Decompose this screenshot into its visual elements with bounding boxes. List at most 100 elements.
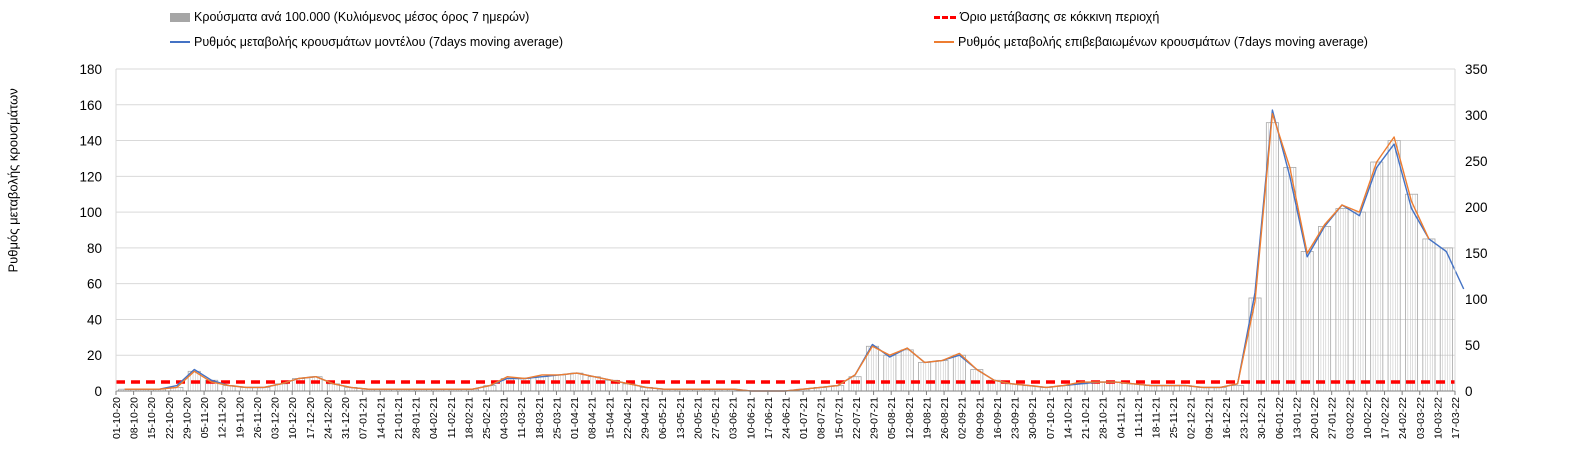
y-tick-label-6: 120	[79, 169, 102, 184]
legend-threshold: Όριο μετάβασης σε κόκκινη περιοχή	[934, 10, 1159, 24]
x-tick-label-44: 05-08-21	[886, 397, 898, 439]
x-tick-label-41: 15-07-21	[833, 397, 845, 439]
x-tick-label-15: 14-01-21	[375, 397, 387, 439]
y-tick-label-7: 140	[79, 134, 102, 149]
x-tick-label-30: 29-04-21	[640, 397, 652, 439]
bar-48	[952, 354, 966, 392]
x-tick-label-54: 14-10-21	[1062, 397, 1074, 439]
x-tick-label-52: 30-09-21	[1027, 397, 1039, 439]
bar-74	[1405, 193, 1419, 392]
x-tick-label-11: 17-12-20	[305, 397, 317, 439]
y-tick-label-9: 180	[79, 62, 102, 77]
axes	[115, 69, 1456, 392]
x-tick-label-20: 18-02-21	[463, 397, 475, 439]
bar-71	[1352, 211, 1366, 392]
x-tick-label-70: 03-02-22	[1344, 397, 1356, 439]
x-tick-label-53: 07-10-21	[1045, 397, 1057, 439]
x-tick-label-48: 02-09-21	[957, 397, 969, 439]
x-tick-labels: 01-10-20 08-10-20 15-10-20 22-10-20 29-10-20…	[111, 391, 1462, 439]
x-tick-label-66: 06-01-22	[1274, 397, 1286, 439]
legend-confirmed-swatch	[934, 41, 954, 43]
x-tick-label-14: 07-01-21	[358, 397, 370, 439]
legend-confirmed-label: Ρυθμός μεταβολής επιβεβαιωμένων κρουσμάτ…	[958, 35, 1368, 49]
x-tick-label-27: 08-04-21	[587, 397, 599, 439]
x-tick-label-43: 29-07-21	[869, 397, 881, 439]
x-tick-label-69: 27-01-22	[1327, 397, 1339, 439]
x-tick-label-29: 22-04-21	[622, 397, 634, 439]
y2-tick-label-0: 0	[1465, 384, 1473, 399]
x-tick-label-8: 26-11-20	[252, 397, 264, 438]
x-tick-label-35: 03-06-21	[728, 397, 740, 439]
x-tick-label-40: 08-07-21	[816, 397, 828, 439]
x-tick-label-60: 25-11-21	[1168, 397, 1180, 438]
bar-45	[900, 349, 914, 392]
x-tick-label-63: 16-12-21	[1221, 397, 1233, 439]
x-tick-label-73: 24-02-22	[1397, 397, 1409, 439]
bar-68	[1300, 251, 1314, 392]
legend-threshold-swatch	[934, 15, 956, 19]
y2-tick-labels: 0 50 100 150 200 250 300 350	[1465, 62, 1488, 399]
legend-confirmed: Ρυθμός μεταβολής επιβεβαιωμένων κρουσμάτ…	[934, 35, 1368, 49]
legend-bars-swatch	[170, 12, 190, 22]
bar-67	[1283, 166, 1297, 392]
x-tick-label-72: 17-02-22	[1380, 397, 1392, 439]
x-tick-label-2: 15-10-20	[146, 397, 158, 439]
y2-tick-label-1: 50	[1465, 338, 1480, 353]
x-tick-label-25: 25-03-21	[551, 397, 563, 439]
line-series	[124, 109, 1465, 392]
x-tick-label-68: 20-01-22	[1309, 397, 1321, 439]
x-tick-label-28: 15-04-21	[604, 397, 616, 439]
x-tick-label-24: 18-03-21	[534, 397, 546, 439]
x-tick-label-3: 22-10-20	[164, 397, 176, 439]
x-tick-label-61: 02-12-21	[1186, 397, 1198, 439]
x-tick-label-65: 30-12-21	[1256, 397, 1268, 439]
x-tick-label-0: 01-10-20	[111, 397, 123, 439]
x-tick-label-45: 12-08-21	[904, 397, 916, 439]
x-tick-label-7: 19-11-20	[234, 397, 246, 438]
bar-47	[935, 360, 949, 392]
series-line-0	[124, 109, 1465, 392]
bar-72	[1370, 161, 1384, 392]
bar-70	[1335, 208, 1349, 392]
y-tick-label-1: 20	[87, 348, 102, 363]
y-tick-label-5: 100	[79, 205, 102, 220]
x-tick-label-38: 24-06-21	[781, 397, 793, 439]
x-tick-label-33: 20-05-21	[692, 397, 704, 439]
x-tick-label-64: 23-12-21	[1239, 397, 1251, 439]
bar-73	[1387, 140, 1401, 392]
y2-tick-label-2: 100	[1465, 292, 1488, 307]
legend-bars-label: Κρούσματα ανά 100.000 (Κυλιόμενος μέσος …	[194, 10, 530, 24]
legend-threshold-label: Όριο μετάβασης σε κόκκινη περιοχή	[960, 10, 1160, 24]
x-tick-label-57: 04-11-21	[1115, 397, 1127, 438]
x-tick-label-46: 19-08-21	[921, 397, 933, 439]
x-tick-label-55: 21-10-21	[1080, 397, 1092, 439]
bar-59	[1144, 385, 1158, 392]
x-tick-label-71: 10-02-22	[1362, 397, 1374, 439]
x-tick-label-19: 11-02-21	[446, 397, 458, 438]
x-tick-label-76: 17-03-22	[1450, 397, 1462, 439]
x-tick-label-12: 24-12-20	[322, 397, 334, 439]
x-tick-label-13: 31-12-20	[340, 397, 352, 439]
y-tick-label-8: 160	[79, 98, 102, 113]
bar-series	[118, 122, 1453, 392]
x-tick-label-34: 27-05-21	[710, 397, 722, 439]
grid-lines	[116, 68, 1455, 392]
x-tick-label-5: 05-11-20	[199, 397, 211, 438]
x-tick-label-62: 09-12-21	[1203, 397, 1215, 439]
x-tick-label-67: 13-01-22	[1291, 397, 1303, 439]
legend-model: Ρυθμός μεταβολής κρουσμάτων μοντέλου (7d…	[170, 35, 563, 49]
x-tick-label-74: 03-03-22	[1415, 397, 1427, 439]
x-tick-label-42: 22-07-21	[851, 397, 863, 439]
x-tick-label-39: 01-07-21	[798, 397, 810, 439]
bar-64	[1231, 385, 1245, 392]
x-tick-label-51: 23-09-21	[1010, 397, 1022, 439]
bar-24	[535, 376, 549, 392]
x-tick-label-22: 04-03-21	[499, 397, 511, 439]
bar-27	[587, 376, 601, 392]
x-tick-label-37: 17-06-21	[763, 397, 775, 439]
x-tick-label-59: 18-11-21	[1150, 397, 1162, 438]
x-tick-label-50: 16-09-21	[992, 397, 1004, 439]
x-tick-label-26: 01-04-21	[569, 397, 581, 439]
legend-model-label: Ρυθμός μεταβολής κρουσμάτων μοντέλου (7d…	[194, 35, 564, 49]
x-tick-label-31: 06-05-21	[657, 397, 669, 439]
